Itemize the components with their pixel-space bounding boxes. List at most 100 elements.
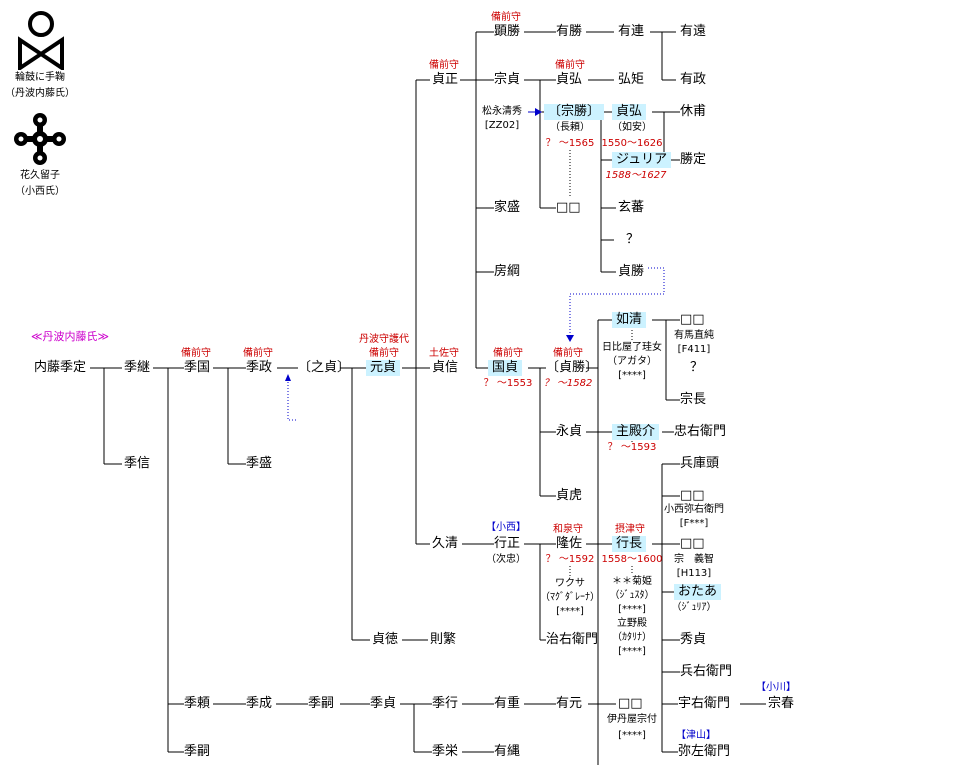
person-node: 有連 [618, 24, 645, 39]
person-node: 玄蕃 [618, 200, 645, 215]
person-node: □□ [680, 488, 705, 503]
crest-caption: 輪鼓に手鞠 [15, 72, 65, 83]
note: ワクサ [555, 578, 585, 589]
person-node: 家盛 [494, 200, 521, 215]
person-node-highlight: 元貞 [366, 360, 401, 376]
lifespan: 1558～1600 [601, 554, 663, 565]
note: （次忠） [486, 554, 526, 565]
person-node-highlight: 国貞 [488, 360, 523, 376]
person-node: 宗貞 [494, 72, 521, 87]
note: [****] [618, 604, 646, 615]
person-node: 顕勝 [494, 24, 521, 39]
person-node: 兵右衛門 [680, 664, 733, 679]
title-tamba: 丹波守護代 [359, 334, 409, 345]
crest-sub: （丹波内藤氏） [5, 88, 75, 99]
person-node: 季行 [432, 696, 459, 711]
person-node: 有遠 [680, 24, 707, 39]
person-node: ？ [626, 232, 640, 247]
person-node: 勝定 [680, 152, 707, 167]
person-node: 有重 [494, 696, 521, 711]
note: [ZZ02] [484, 120, 520, 131]
note: ＊＊菊姫 [612, 576, 652, 587]
note: 立野殿 [617, 618, 647, 629]
person-node: 宇右衛門 [678, 696, 731, 711]
title-tosa: 土佐守 [429, 348, 459, 359]
person-node: 〔之貞〕 [298, 360, 351, 375]
person-node: 弥左衛門 [678, 744, 731, 759]
hana-kurusu-crest-icon [14, 113, 66, 165]
title-bizen: 備前守 [181, 348, 211, 359]
note: [****] [618, 730, 646, 741]
title-bizen: 備前守 [553, 348, 583, 359]
note: （ｼﾞｭﾘｱ） [671, 602, 717, 613]
lifespan: ？ ～1593 [607, 442, 657, 453]
person-node: 久清 [432, 536, 459, 551]
person-node: 秀貞 [680, 632, 707, 647]
title-bizen: 備前守 [243, 348, 273, 359]
person-node: 貞正 [432, 72, 459, 87]
note: 日比屋了珪女 [602, 342, 662, 353]
note: [F411] [677, 344, 711, 355]
person-node: 有縄 [494, 744, 521, 759]
title-ogawa: 【小川】 [756, 682, 796, 693]
rokko-temari-crest-icon [18, 11, 64, 70]
title-bizen: 備前守 [369, 348, 399, 359]
person-node: 季嗣 [184, 744, 211, 759]
person-node: 内藤季定 [34, 360, 87, 375]
person-node: 有元 [556, 696, 583, 711]
person-node-highlight: 貞弘 [612, 104, 647, 120]
person-node: 行正 [494, 536, 521, 551]
crest-caption: 花久留子 [20, 170, 60, 181]
lifespan: ？ ～1582 [543, 378, 593, 389]
title-settsu: 摂津守 [615, 524, 645, 535]
title-tsuyama: 【津山】 [676, 730, 716, 741]
note: [****] [556, 606, 584, 617]
person-node-highlight: 行長 [612, 536, 647, 552]
note: （ｼﾞｭｽﾀ） [609, 590, 655, 601]
person-node: 貞勝 [618, 264, 645, 279]
note: （ｶﾀﾘﾅ） [612, 632, 652, 643]
title-izumi: 和泉守 [553, 524, 583, 535]
note: 松永清秀 [482, 106, 522, 117]
person-node: 〔貞勝〕 [546, 360, 599, 375]
person-node: □□ [556, 200, 581, 215]
note: 有馬直純 [674, 330, 714, 341]
person-node: 季成 [246, 696, 273, 711]
title-bizen: 備前守 [491, 12, 521, 23]
person-node: 季政 [246, 360, 273, 375]
note: 伊丹屋宗付 [607, 714, 657, 725]
person-node: 兵庫頭 [680, 456, 720, 471]
person-node: 休甫 [680, 104, 707, 119]
person-node: 房綱 [494, 264, 521, 279]
lifespan: 1550～1626 [601, 138, 663, 149]
note: （ﾏｸﾞﾀﾞﾚｰﾅ） [540, 592, 600, 603]
person-node: 永貞 [556, 424, 583, 439]
note: （如安） [612, 122, 652, 133]
note: [****] [618, 370, 646, 381]
note: [F***] [679, 518, 709, 529]
lifespan: 1588～1627 [605, 170, 667, 181]
person-node: 季国 [184, 360, 211, 375]
person-node-highlight: ジュリア [612, 152, 672, 168]
note: （アガタ） [607, 356, 657, 367]
person-node: 貞信 [432, 360, 459, 375]
title-bizen: 備前守 [555, 60, 585, 71]
person-node: 季嗣 [308, 696, 335, 711]
lifespan: ？ ～1565 [545, 138, 595, 149]
person-node: 有勝 [556, 24, 583, 39]
person-node: 季盛 [246, 456, 273, 471]
person-node: □□ [680, 312, 705, 327]
note: （長頼） [550, 122, 590, 133]
person-node: 治右衛門 [546, 632, 599, 647]
note: [H113] [676, 568, 712, 579]
clan-heading: ≪丹波内藤氏≫ [30, 330, 110, 343]
person-node: □□ [680, 536, 705, 551]
person-node: 貞徳 [372, 632, 399, 647]
title-bizen: 備前守 [493, 348, 523, 359]
person-node: 貞弘 [556, 72, 583, 87]
person-node: 忠右衛門 [674, 424, 727, 439]
title-konishi: 【小西】 [486, 522, 526, 533]
person-node: 弘矩 [618, 72, 645, 87]
